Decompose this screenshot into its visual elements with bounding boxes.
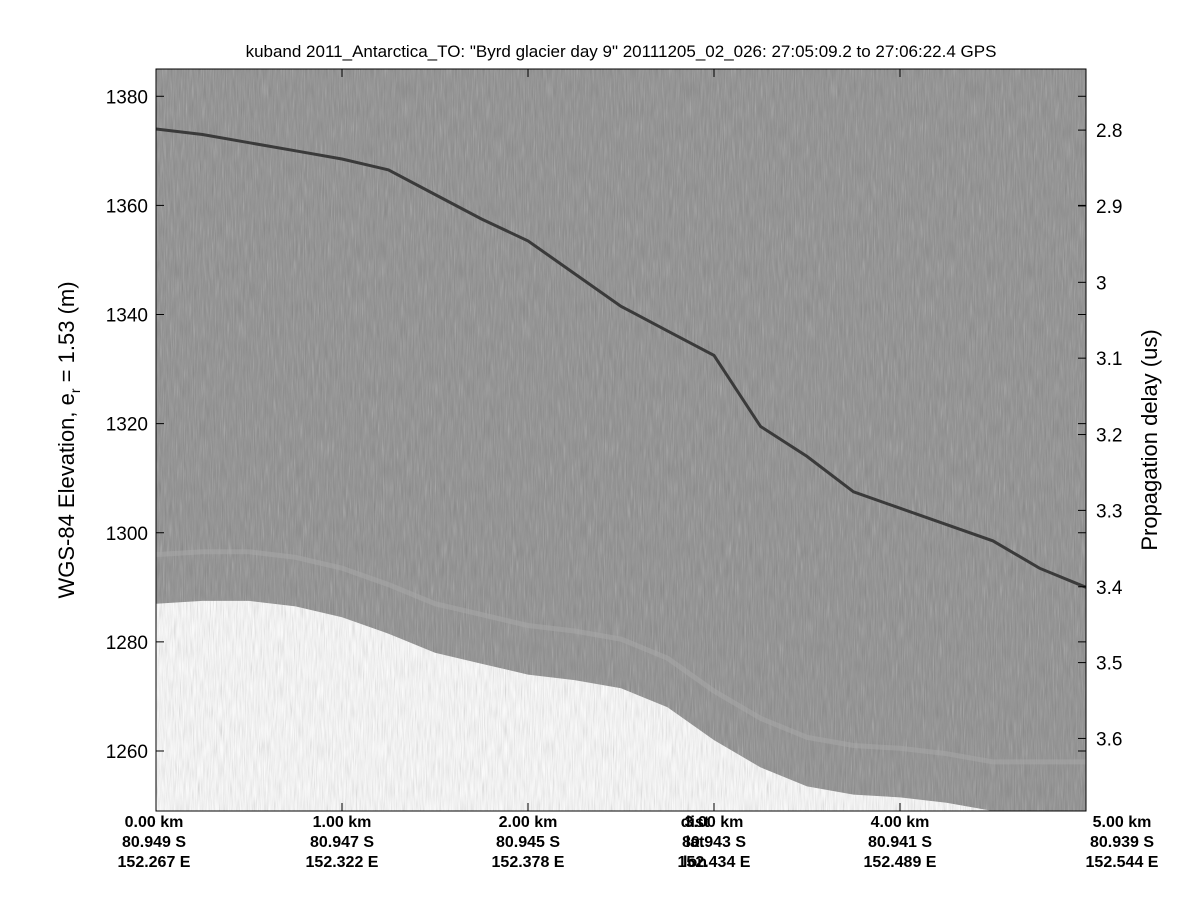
x-label-lat: 80.947 S: [310, 834, 374, 851]
bottom-axis: 0.00 km 80.949 S 152.267 E 1.00 km 80.947 S 1…: [118, 69, 1159, 871]
x-label-lat: 80.941 S: [868, 834, 932, 851]
ice-surface-echo: [156, 127, 1086, 589]
right-axis-label: Propagation delay (us): [1137, 329, 1162, 550]
x-label-lat: lat: [686, 834, 705, 851]
x-label-lon: 152.378 E: [492, 854, 565, 871]
x-label-dist: 1.00 km: [313, 814, 372, 831]
x-label-lon: 152.267 E: [118, 854, 191, 871]
left-tick-label: 1320: [106, 415, 148, 436]
left-axis: 1260 1280 1300 1320 1340 1360 1380: [106, 87, 1086, 763]
left-tick-label: 1280: [106, 633, 148, 654]
x-label-dist: 4.00 km: [871, 814, 930, 831]
right-tick-label: 3: [1096, 273, 1107, 294]
left-tick-label: 1340: [106, 306, 148, 327]
x-label-dist: 0.00 km: [125, 814, 184, 831]
x-label-lat: 80.943 S: [682, 834, 746, 851]
right-tick-label: 3.6: [1096, 729, 1122, 750]
right-tick-label: 3.1: [1096, 349, 1122, 370]
x-label-lon: 152.544 E: [1086, 854, 1159, 871]
right-axis: 2.8 2.9 3 3.1 3.2 3.3 3.4 3.5 3.6: [1078, 121, 1123, 750]
radar-noise-texture: [156, 69, 1086, 811]
left-tick-label: 1300: [106, 524, 148, 545]
left-tick-label: 1260: [106, 742, 148, 763]
chart-title: kuband 2011_Antarctica_TO: "Byrd glacier…: [246, 42, 997, 61]
left-tick-label: 1380: [106, 87, 148, 108]
x-label-lat: 80.945 S: [496, 834, 560, 851]
x-label-lon: 152.322 E: [306, 854, 379, 871]
x-label-dist: dist: [681, 814, 710, 831]
left-tick-label: 1360: [106, 196, 148, 217]
x-label-dist: 2.00 km: [499, 814, 558, 831]
right-tick-label: 3.3: [1096, 501, 1122, 522]
right-tick-label: 3.2: [1096, 426, 1122, 447]
plot-frame: [155, 68, 1087, 812]
x-label-lon: 152.434 E: [678, 854, 751, 871]
left-axis-label: WGS-84 Elevation, er = 1.53 (m): [54, 281, 83, 598]
x-label-dist: 5.00 km: [1093, 814, 1152, 831]
radargram-area: [156, 69, 1086, 811]
right-tick-label: 2.8: [1096, 121, 1122, 142]
right-tick-label: 2.9: [1096, 197, 1122, 218]
x-label-dist: 3.00 km: [685, 814, 744, 831]
x-label-lon: 152.489 E: [864, 854, 937, 871]
right-tick-label: 3.5: [1096, 654, 1122, 675]
x-label-lat: 80.949 S: [122, 834, 186, 851]
right-tick-label: 3.4: [1096, 578, 1123, 599]
internal-layer-echo: [156, 549, 1086, 765]
x-label-lon: lon: [683, 854, 707, 871]
x-label-lat: 80.939 S: [1090, 834, 1154, 851]
